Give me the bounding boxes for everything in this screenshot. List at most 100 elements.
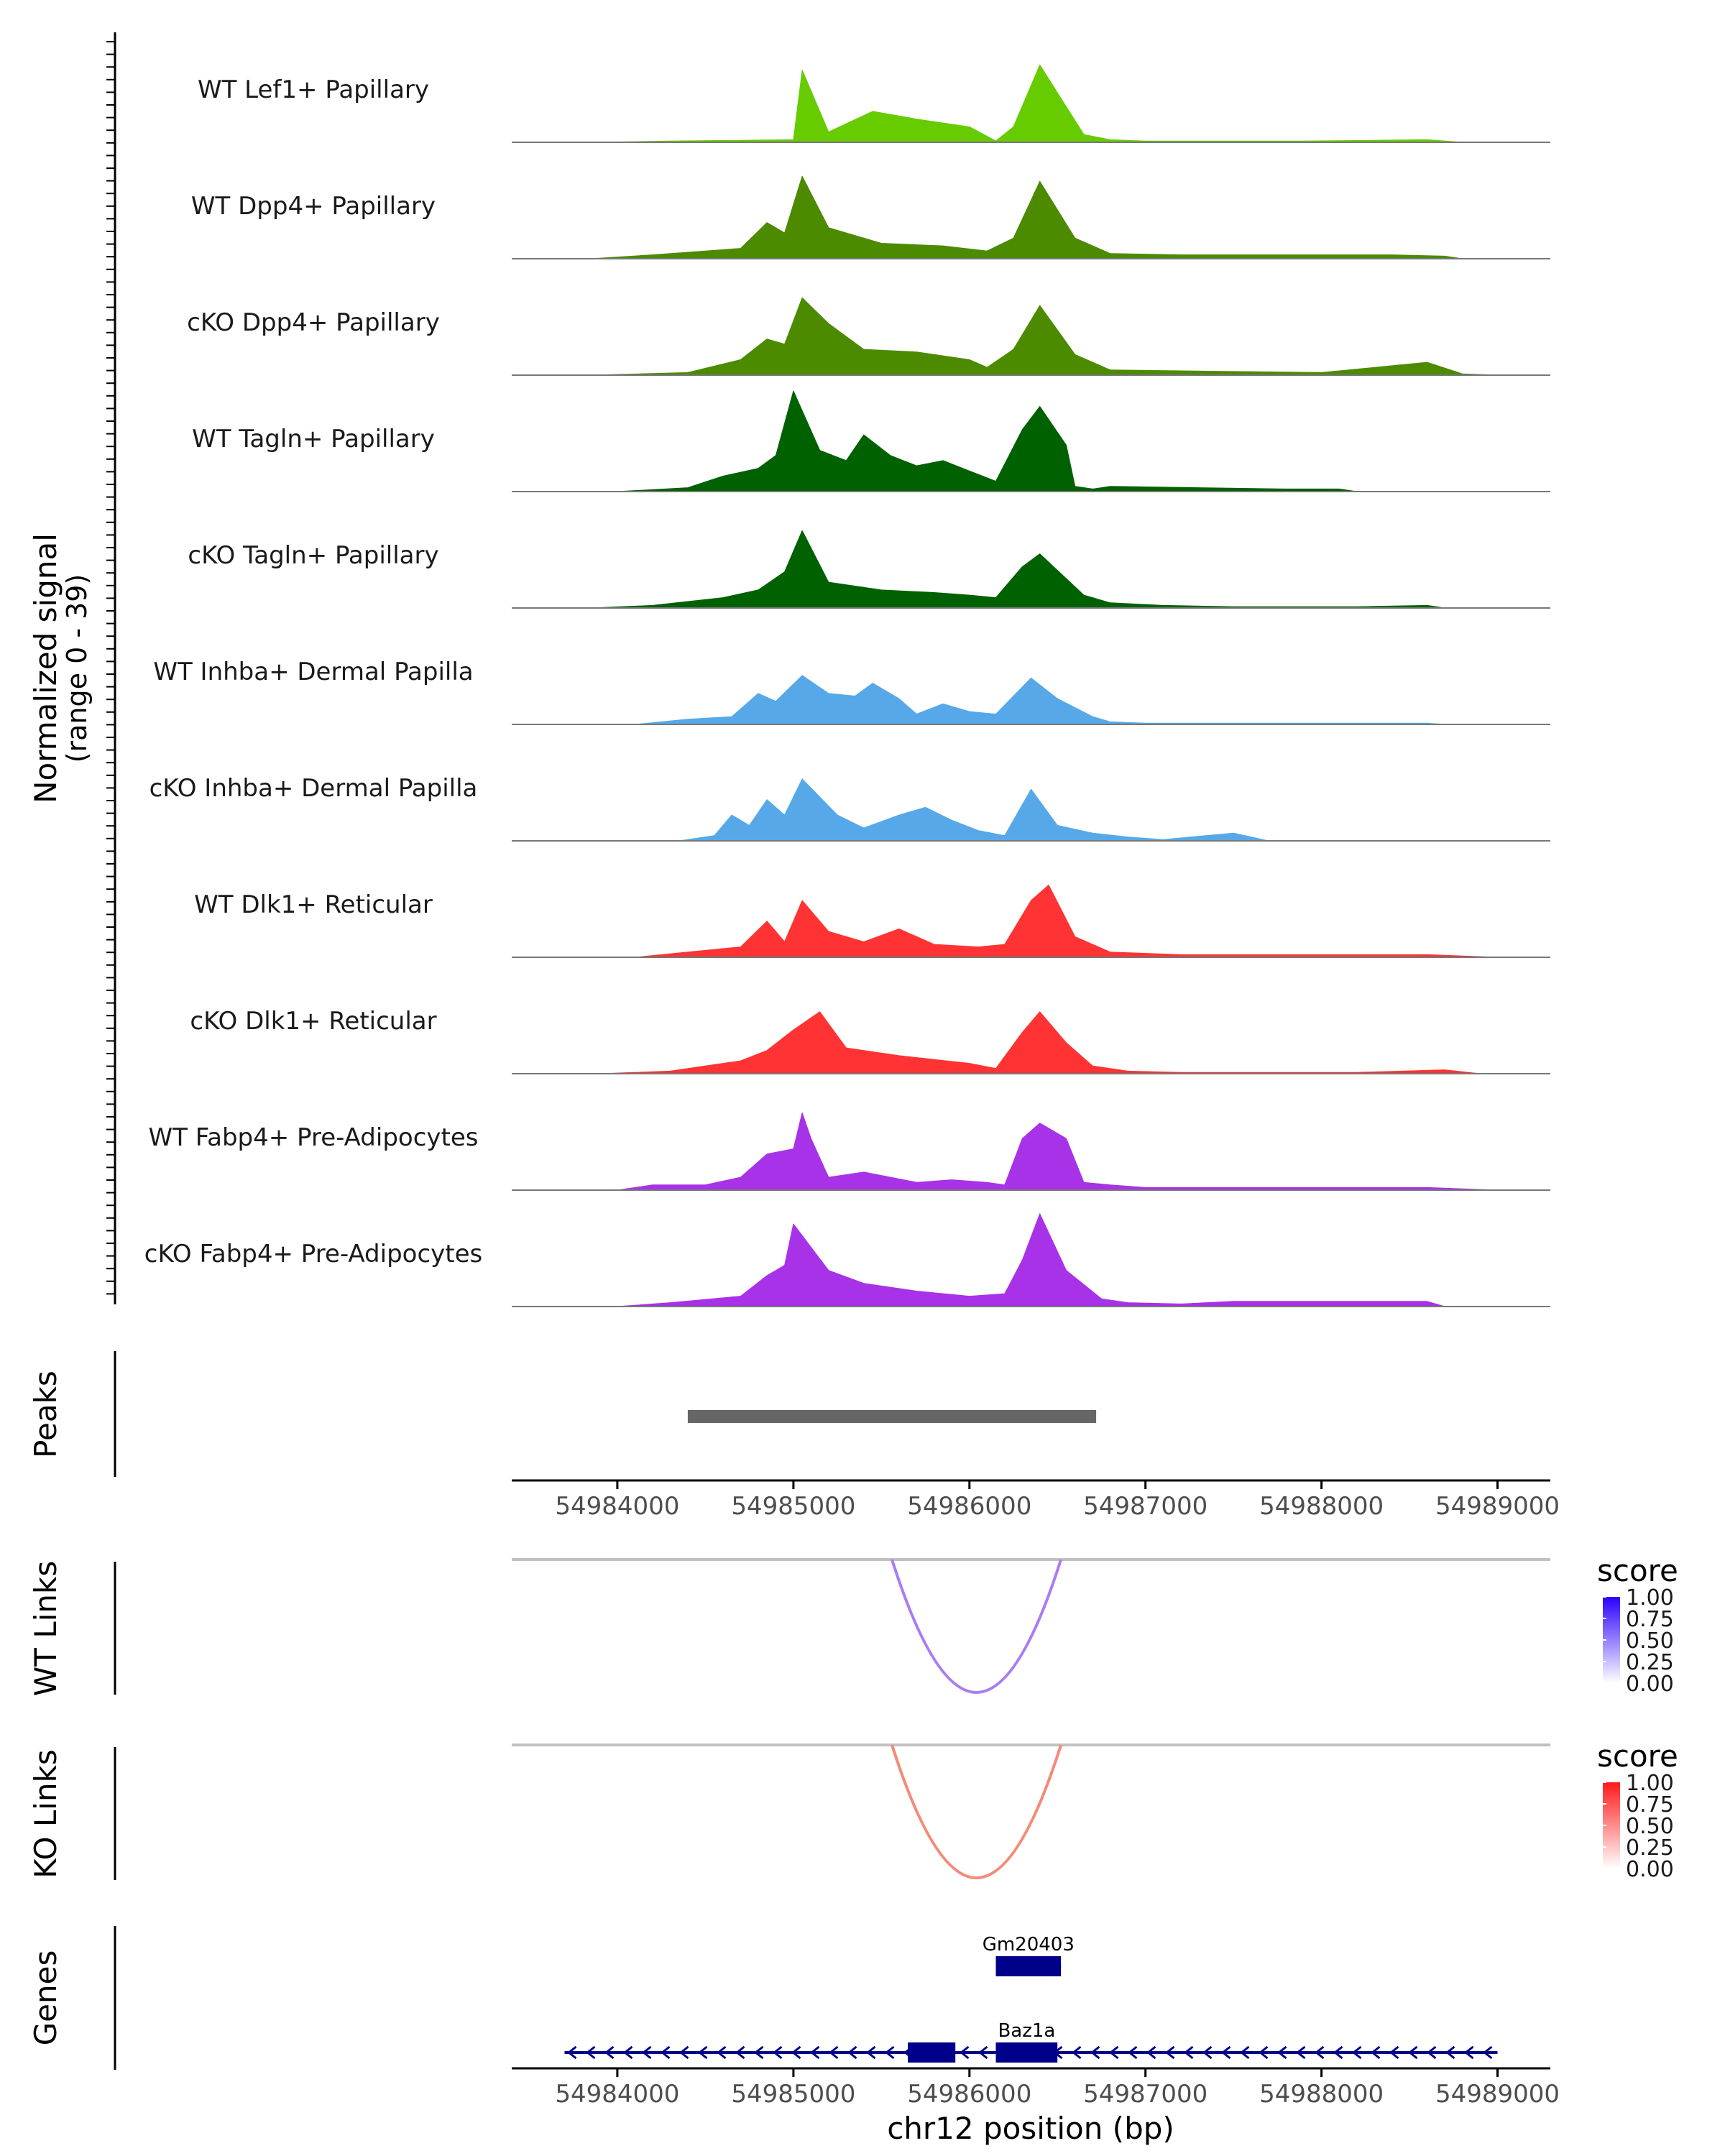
track-label-7: WT Dlk1+ Reticular — [194, 890, 433, 919]
legend-tick-label-1-4: 0.00 — [1626, 1857, 1674, 1882]
strand-arrow-1 — [1333, 2045, 1343, 2060]
x-tick-label-1: 54985000 — [731, 2080, 855, 2109]
legend-tick-label-1-1: 0.75 — [1626, 1792, 1674, 1818]
track-0: WT Lef1+ Papillary — [198, 64, 1550, 143]
x-tick-label-3: 54987000 — [1083, 1492, 1208, 1521]
strand-arrow-1 — [567, 2045, 577, 2060]
strand-arrow-1 — [642, 2045, 652, 2060]
strand-arrow-1 — [1146, 2045, 1156, 2060]
strand-arrow-1 — [810, 2045, 820, 2060]
gene-0: Gm20403 — [983, 1934, 1075, 1976]
track-label-4: cKO Tagln+ Papillary — [188, 541, 438, 570]
x-axis-top: 54984000 54985000 54986000 54987000 54988000… — [512, 1479, 1560, 1521]
strand-arrow-1 — [1464, 2045, 1474, 2060]
coverage-area-1 — [590, 175, 1463, 259]
strand-arrow-1 — [604, 2045, 615, 2060]
track-label-8: cKO Dlk1+ Reticular — [190, 1007, 436, 1036]
x-tick-label-0: 54984000 — [555, 1492, 679, 1521]
strand-arrow-1 — [1371, 2045, 1381, 2060]
x-axis-title: chr12 position (bp) — [887, 2111, 1174, 2146]
strand-arrow-1 — [960, 2045, 970, 2060]
legend-title-1: score — [1597, 1738, 1678, 1774]
legend-tick-label-0-3: 0.25 — [1626, 1650, 1674, 1675]
strand-arrow-1 — [885, 2045, 895, 2060]
track-label-3: WT Tagln+ Papillary — [192, 425, 435, 453]
gene-models: Gm20403 Baz1a — [564, 1934, 1498, 2063]
x-tick-label-1: 54985000 — [731, 1492, 855, 1521]
strand-arrow-1 — [791, 2045, 801, 2060]
genes-panel: Genes Gm20403 Baz1a — [28, 1926, 1498, 2070]
strand-arrow-1 — [1315, 2045, 1325, 2060]
x-tick-label-4: 54988000 — [1259, 1492, 1384, 1521]
strand-arrow-1 — [1165, 2045, 1175, 2060]
track-label-10: cKO Fabp4+ Pre-Adipocytes — [144, 1240, 483, 1268]
legend-tick-label-1-2: 0.50 — [1626, 1814, 1674, 1839]
y-axis-range-label: (range 0 - 39) — [61, 574, 93, 763]
strand-arrow-1 — [1202, 2045, 1213, 2060]
track-3: WT Tagln+ Papillary — [192, 390, 1550, 492]
strand-arrow-1 — [1109, 2045, 1119, 2060]
strand-arrow-1 — [623, 2045, 633, 2060]
track-8: cKO Dlk1+ Reticular — [190, 1007, 1550, 1074]
x-axis-top-ticks: 54984000 54985000 54986000 54987000 54988000… — [555, 1480, 1560, 1521]
gene-exon-1-1 — [995, 2042, 1058, 2063]
strand-arrow-1 — [1389, 2045, 1399, 2060]
strand-arrow-1 — [847, 2045, 857, 2060]
coverage-area-9 — [617, 1112, 1498, 1191]
legend-tick-label-0-4: 0.00 — [1626, 1672, 1674, 1697]
strand-arrow-1 — [1090, 2045, 1100, 2060]
gene-name-0: Gm20403 — [983, 1934, 1075, 1955]
track-2: cKO Dpp4+ Papillary — [187, 297, 1550, 376]
gene-exon-1-0 — [908, 2042, 956, 2063]
strand-arrow-1 — [1240, 2045, 1250, 2060]
strand-arrow-1 — [1427, 2045, 1437, 2060]
strand-arrow-1 — [661, 2045, 671, 2060]
strand-arrow-1 — [1408, 2045, 1418, 2060]
coverage-area-0 — [599, 64, 1463, 143]
track-label-9: WT Fabp4+ Pre-Adipocytes — [149, 1123, 479, 1152]
coverage-area-7 — [634, 885, 1498, 958]
x-tick-label-5: 54989000 — [1435, 1492, 1560, 1521]
strand-arrow-1 — [1296, 2045, 1306, 2060]
coverage-area-8 — [599, 1011, 1481, 1074]
links-label-1: KO Links — [28, 1749, 63, 1879]
normalized-signal-axis: Normalized signal (range 0 - 39) — [28, 32, 116, 1304]
strand-arrow-1 — [1445, 2045, 1455, 2060]
x-tick-label-2: 54986000 — [907, 1492, 1031, 1521]
coverage-area-10 — [617, 1213, 1445, 1307]
genes-label: Genes — [28, 1950, 63, 2046]
gene-exon-0-0 — [995, 1956, 1062, 1976]
signal-axis-ticks — [106, 41, 115, 1295]
peaks-label: Peaks — [28, 1370, 63, 1458]
coverage-area-4 — [590, 530, 1445, 609]
legend-tick-label-0-0: 1.00 — [1626, 1585, 1674, 1611]
coverage-tracks: WT Lef1+ Papillary WT Dpp4+ Papillary cKO … — [144, 64, 1550, 1307]
strand-arrow-1 — [698, 2045, 708, 2060]
x-tick-label-4: 54988000 — [1259, 2080, 1384, 2109]
track-label-0: WT Lef1+ Papillary — [198, 75, 429, 104]
peak-bars — [687, 1410, 1097, 1423]
strand-arrow-1 — [586, 2045, 596, 2060]
peaks-panel: Peaks — [28, 1351, 1097, 1477]
coverage-area-6 — [678, 778, 1269, 842]
x-axis-bottom-ticks: 54984000 54985000 54986000 54987000 54988000… — [555, 2068, 1560, 2109]
coverage-area-5 — [634, 675, 1445, 725]
x-tick-label-2: 54986000 — [907, 2080, 1031, 2109]
coverage-area-3 — [617, 390, 1358, 492]
link-arc-1 — [891, 1744, 1063, 1879]
track-5: WT Inhba+ Dermal Papilla — [153, 658, 1550, 725]
strand-arrow-1 — [1352, 2045, 1362, 2060]
peak-bar-0 — [687, 1410, 1097, 1423]
strand-arrow-1 — [1072, 2045, 1082, 2060]
strand-arrow-1 — [1483, 2045, 1493, 2060]
strand-arrow-1 — [754, 2045, 764, 2060]
strand-arrow-1 — [1259, 2045, 1269, 2060]
strand-arrow-1 — [735, 2045, 745, 2060]
strand-arrow-1 — [829, 2045, 839, 2060]
strand-arrow-1 — [866, 2045, 876, 2060]
link-arc-0 — [891, 1559, 1063, 1694]
legend-title-0: score — [1597, 1553, 1678, 1588]
legend-tick-label-0-1: 0.75 — [1626, 1607, 1674, 1632]
strand-arrow-1 — [978, 2045, 988, 2060]
